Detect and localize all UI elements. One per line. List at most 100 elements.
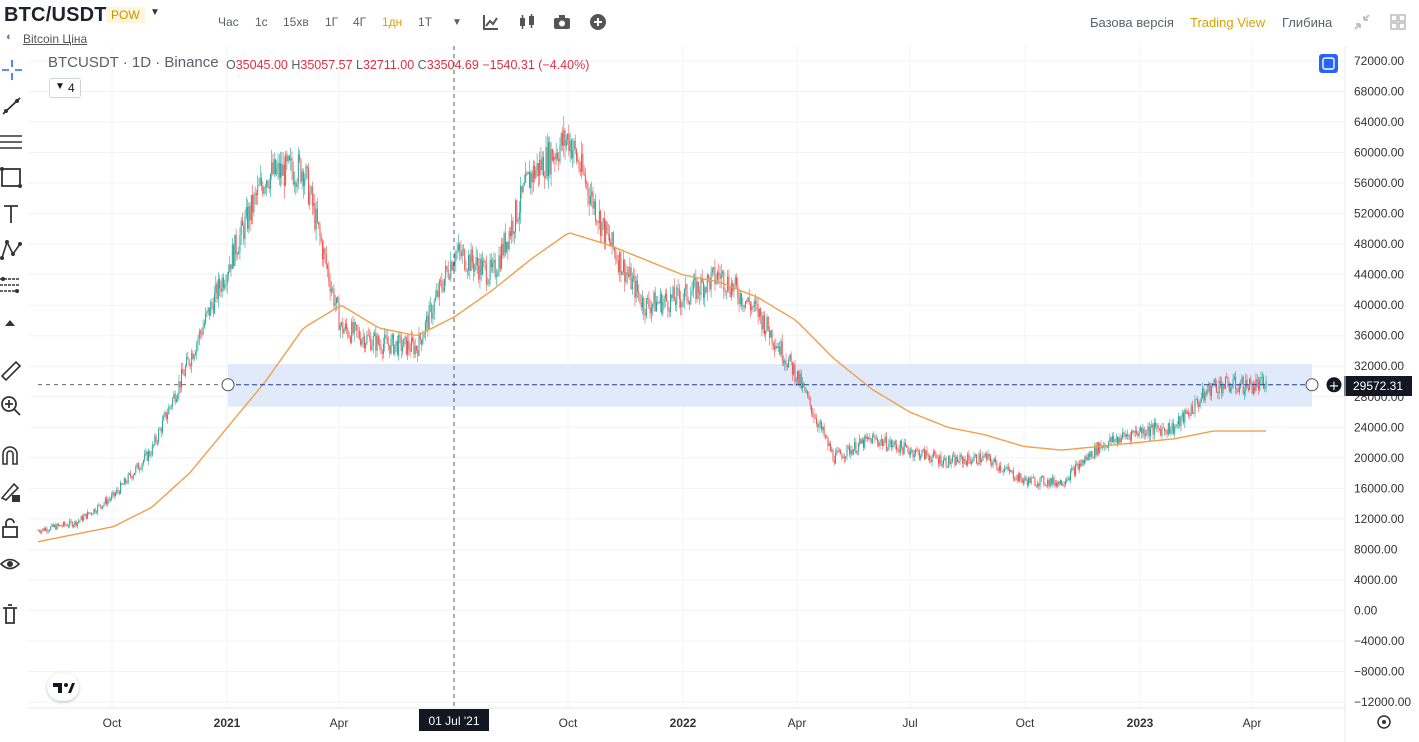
candle-body bbox=[692, 280, 694, 291]
timeframe-1h[interactable]: 1Г bbox=[325, 15, 339, 29]
candle-body bbox=[76, 522, 78, 526]
trend-line-icon[interactable] bbox=[0, 94, 24, 118]
y-tick-label: 48000.00 bbox=[1354, 237, 1404, 251]
candle-body bbox=[1113, 436, 1115, 442]
timeframe-15m[interactable]: 15хв bbox=[283, 15, 309, 29]
candle-body bbox=[1163, 428, 1165, 432]
horizontal-lines-icon[interactable] bbox=[0, 130, 24, 154]
candle-body bbox=[817, 423, 819, 428]
timeframe-1w[interactable]: 1Т bbox=[418, 15, 433, 29]
candle-body bbox=[64, 522, 66, 525]
rectangle-shape-icon[interactable] bbox=[0, 166, 24, 190]
candle-body bbox=[189, 364, 191, 366]
candle-body bbox=[502, 244, 504, 256]
candle-body bbox=[837, 450, 839, 452]
magnet-icon[interactable] bbox=[0, 444, 24, 468]
lock-drawings-pencil-icon[interactable] bbox=[0, 480, 24, 504]
fib-levels-icon[interactable] bbox=[0, 274, 24, 298]
crosshair-cursor-icon[interactable] bbox=[0, 58, 24, 82]
timeframe-hour[interactable]: Час bbox=[218, 15, 239, 29]
candle-body bbox=[1190, 406, 1192, 416]
candle-body bbox=[1238, 386, 1240, 393]
trash-icon[interactable] bbox=[0, 602, 24, 626]
candle-body bbox=[823, 427, 825, 436]
candle-body bbox=[960, 454, 962, 457]
candle-body bbox=[134, 472, 136, 476]
tradingview-tab[interactable]: Trading View bbox=[1190, 15, 1266, 30]
candle-body bbox=[245, 207, 247, 217]
candle-body bbox=[798, 370, 800, 384]
candle-body bbox=[859, 438, 861, 444]
bitcoin-price-link[interactable]: Bitcoin Ціна bbox=[23, 32, 88, 46]
more-timeframes-icon[interactable]: ▼ bbox=[452, 17, 462, 28]
candle-body bbox=[1015, 479, 1017, 481]
candle-body bbox=[120, 482, 122, 494]
candle-body bbox=[178, 381, 180, 395]
candle-body bbox=[80, 516, 82, 521]
depth-tab[interactable]: Глибина bbox=[1282, 15, 1333, 30]
layout-grid-icon[interactable] bbox=[1388, 12, 1408, 32]
screenshot-camera-icon[interactable] bbox=[552, 12, 572, 32]
indicators-toggle[interactable]: ▼ 4 bbox=[49, 78, 81, 98]
candle-body bbox=[970, 461, 972, 464]
candle-body bbox=[1033, 477, 1035, 479]
candle-body bbox=[408, 340, 410, 350]
ruler-icon[interactable] bbox=[0, 358, 24, 382]
visibility-eye-icon[interactable] bbox=[0, 552, 24, 576]
indicators-icon[interactable] bbox=[481, 12, 501, 32]
add-plus-icon[interactable] bbox=[588, 12, 608, 32]
candle-body bbox=[1043, 476, 1045, 485]
pair-title[interactable]: BTC/USDT bbox=[4, 4, 107, 26]
candle-body bbox=[901, 440, 903, 448]
candle-body bbox=[179, 381, 181, 388]
candle-body bbox=[164, 412, 166, 416]
timeframe-4h[interactable]: 4Г bbox=[353, 15, 367, 29]
candle-body bbox=[1183, 412, 1185, 424]
timeframe-1s[interactable]: 1с bbox=[255, 15, 268, 29]
basic-version-tab[interactable]: Базова версія bbox=[1090, 15, 1174, 30]
candle-body bbox=[482, 260, 483, 275]
candle-body bbox=[69, 520, 71, 526]
candle-body bbox=[852, 449, 854, 455]
zoom-in-icon[interactable] bbox=[0, 394, 24, 418]
candle-body bbox=[1068, 477, 1070, 480]
text-tool-icon[interactable] bbox=[0, 202, 24, 226]
lock-icon[interactable] bbox=[0, 516, 24, 540]
chart-type-candles-icon[interactable] bbox=[517, 12, 537, 32]
pair-dropdown-icon[interactable]: ▼ bbox=[150, 7, 160, 18]
y-tick-label: 32000.00 bbox=[1354, 359, 1404, 373]
candle-body bbox=[221, 277, 223, 292]
candle-body bbox=[1227, 377, 1229, 386]
candle-body bbox=[722, 271, 724, 273]
tradingview-logo[interactable] bbox=[47, 673, 79, 701]
candle-body bbox=[1039, 478, 1041, 487]
candle-body bbox=[1118, 437, 1120, 444]
collapse-arrow-icon[interactable] bbox=[0, 312, 24, 336]
candle-body bbox=[678, 289, 680, 300]
candle-body bbox=[1024, 477, 1026, 481]
candle-body bbox=[633, 276, 635, 279]
candle-body bbox=[821, 422, 823, 430]
collapse-icon[interactable] bbox=[1352, 12, 1372, 32]
pattern-tool-icon[interactable] bbox=[0, 238, 24, 262]
candle-body bbox=[433, 300, 435, 313]
candle-body bbox=[1048, 480, 1050, 487]
fullscreen-toggle-button[interactable] bbox=[1319, 54, 1338, 73]
candle-body bbox=[248, 206, 250, 229]
candle-body bbox=[1019, 473, 1021, 482]
candle-body bbox=[1021, 479, 1023, 483]
svg-text:+: + bbox=[1329, 379, 1340, 394]
candle-body bbox=[347, 329, 349, 337]
candle-body bbox=[893, 441, 895, 445]
timeframe-1d[interactable]: 1дн bbox=[382, 15, 403, 29]
candle-body bbox=[297, 154, 299, 183]
candle-body bbox=[702, 282, 704, 298]
candle-body bbox=[578, 160, 580, 170]
candle-body bbox=[362, 336, 364, 340]
candle-body bbox=[746, 301, 748, 303]
candle-body bbox=[234, 234, 236, 267]
candle-body bbox=[593, 201, 595, 209]
candle-body bbox=[1106, 446, 1108, 448]
settings-gear-icon[interactable] bbox=[1377, 715, 1391, 729]
